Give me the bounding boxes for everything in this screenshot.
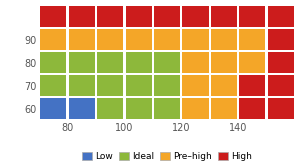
- Bar: [69, 98, 95, 119]
- Bar: [154, 98, 180, 119]
- Bar: [69, 6, 95, 27]
- Bar: [69, 52, 95, 73]
- Bar: [40, 6, 67, 27]
- Bar: [40, 29, 67, 50]
- Bar: [97, 75, 123, 96]
- Bar: [211, 98, 237, 119]
- Bar: [182, 98, 209, 119]
- Bar: [69, 29, 95, 50]
- Bar: [154, 75, 180, 96]
- Bar: [268, 29, 294, 50]
- Bar: [268, 6, 294, 27]
- Bar: [40, 98, 67, 119]
- Bar: [182, 29, 209, 50]
- Bar: [239, 52, 265, 73]
- Bar: [268, 52, 294, 73]
- Bar: [239, 75, 265, 96]
- Bar: [268, 75, 294, 96]
- Bar: [154, 29, 180, 50]
- Bar: [40, 52, 67, 73]
- Bar: [40, 75, 67, 96]
- Bar: [154, 6, 180, 27]
- Bar: [268, 98, 294, 119]
- Bar: [211, 52, 237, 73]
- Bar: [126, 29, 152, 50]
- Bar: [126, 75, 152, 96]
- Bar: [154, 52, 180, 73]
- Bar: [182, 52, 209, 73]
- Bar: [126, 52, 152, 73]
- Bar: [182, 75, 209, 96]
- Bar: [239, 29, 265, 50]
- Bar: [211, 6, 237, 27]
- Bar: [126, 6, 152, 27]
- Legend: Low, Ideal, Pre–high, High: Low, Ideal, Pre–high, High: [80, 150, 254, 163]
- Bar: [211, 75, 237, 96]
- Bar: [97, 29, 123, 50]
- Bar: [97, 52, 123, 73]
- Bar: [239, 98, 265, 119]
- Bar: [239, 6, 265, 27]
- Bar: [97, 6, 123, 27]
- Bar: [182, 6, 209, 27]
- Bar: [97, 98, 123, 119]
- Bar: [126, 98, 152, 119]
- Bar: [211, 29, 237, 50]
- Bar: [69, 75, 95, 96]
